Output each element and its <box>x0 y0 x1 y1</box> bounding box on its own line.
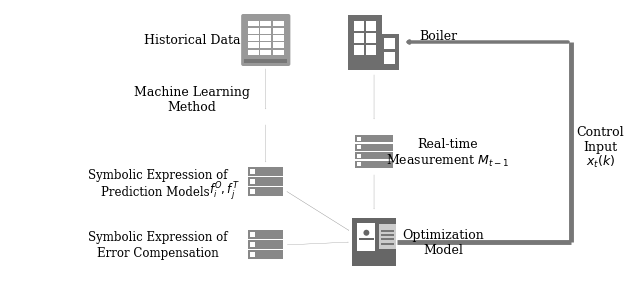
Bar <box>248 177 283 186</box>
Bar <box>248 250 283 258</box>
Bar <box>260 35 271 41</box>
Bar <box>249 242 255 247</box>
Text: Model: Model <box>423 244 463 258</box>
Bar <box>248 42 259 48</box>
Bar <box>249 179 255 184</box>
Text: Boiler: Boiler <box>419 30 457 44</box>
Bar <box>248 28 259 34</box>
Bar <box>357 162 360 166</box>
Bar <box>349 14 382 70</box>
Bar <box>249 251 255 257</box>
Bar <box>380 34 399 70</box>
Bar <box>366 32 376 43</box>
Bar <box>352 218 396 266</box>
Bar <box>381 243 394 245</box>
Text: Optimization: Optimization <box>402 229 484 242</box>
Text: Real-time: Real-time <box>418 137 478 151</box>
Bar <box>357 137 360 140</box>
Text: Error Compensation: Error Compensation <box>97 247 219 260</box>
Bar <box>354 21 364 30</box>
Bar <box>249 188 255 194</box>
FancyBboxPatch shape <box>241 14 290 66</box>
Bar <box>381 230 394 232</box>
Bar <box>273 21 284 26</box>
Bar <box>260 42 271 48</box>
Bar <box>381 238 394 240</box>
Text: Symbolic Expression of: Symbolic Expression of <box>88 168 227 182</box>
Text: Input: Input <box>583 140 617 153</box>
Bar <box>384 38 395 49</box>
Bar <box>354 45 364 55</box>
Bar <box>359 238 374 240</box>
Bar <box>273 50 284 55</box>
Bar <box>384 52 395 64</box>
Bar <box>248 21 259 26</box>
Bar <box>273 42 284 48</box>
Bar <box>366 45 376 55</box>
Bar <box>357 145 360 149</box>
Bar <box>248 187 283 195</box>
Bar <box>249 231 255 237</box>
Bar <box>355 152 392 159</box>
Bar <box>355 144 392 151</box>
Bar <box>249 168 255 174</box>
Bar <box>248 230 283 238</box>
Bar <box>357 223 376 251</box>
Text: $x_t(k)$: $x_t(k)$ <box>586 154 615 170</box>
Bar <box>355 135 392 142</box>
Text: Measurement $M_{t-1}$: Measurement $M_{t-1}$ <box>386 153 509 169</box>
Bar <box>260 50 271 55</box>
Bar <box>381 234 394 236</box>
Bar <box>248 240 283 249</box>
Bar <box>379 224 396 249</box>
Bar <box>355 160 392 168</box>
Bar <box>260 21 271 26</box>
Bar <box>248 35 259 41</box>
Bar <box>248 167 283 175</box>
Bar <box>273 35 284 41</box>
Circle shape <box>364 230 369 236</box>
Text: Historical Data: Historical Data <box>144 34 240 46</box>
Text: Machine Learning
Method: Machine Learning Method <box>134 86 250 114</box>
Bar <box>244 59 288 63</box>
Bar <box>357 153 360 157</box>
Text: Symbolic Expression of: Symbolic Expression of <box>88 231 227 244</box>
Text: $f_i^O, f_j^T$: $f_i^O, f_j^T$ <box>208 181 239 203</box>
Bar <box>354 32 364 43</box>
Text: Prediction Models: Prediction Models <box>101 186 214 198</box>
Bar <box>366 21 376 30</box>
Bar <box>273 28 284 34</box>
Bar <box>248 50 259 55</box>
Text: Control: Control <box>577 126 624 139</box>
Bar <box>260 28 271 34</box>
